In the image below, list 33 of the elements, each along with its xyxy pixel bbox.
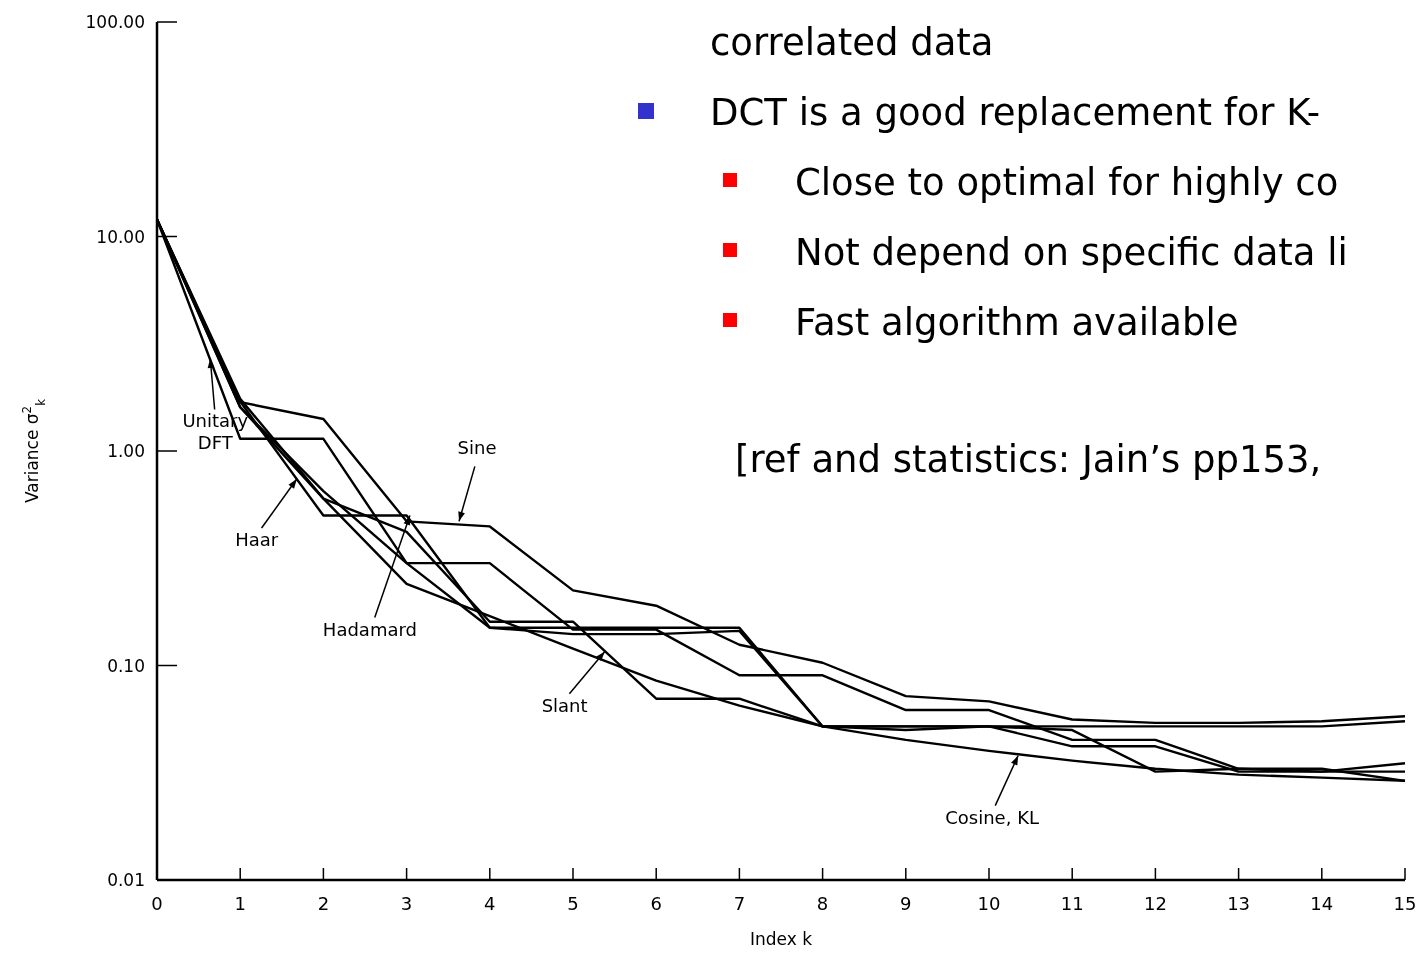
x-tick-label: 9 (900, 893, 912, 914)
x-tick-label: 3 (400, 893, 413, 914)
x-tick-label: 1 (234, 893, 246, 914)
annotation: Fast algorithm available (795, 301, 1239, 344)
x-tick-label: 11 (1060, 893, 1084, 914)
annotation: Sine (457, 437, 497, 459)
y-tick-label: 0.10 (107, 655, 145, 676)
x-tick-label: 6 (650, 893, 662, 914)
y-tick-label: 0.01 (107, 870, 145, 890)
y-tick-label: 1.00 (107, 441, 145, 461)
annotation: correlated data (710, 21, 994, 64)
y-tick-label: 100.00 (85, 12, 145, 32)
annotation: Hadamard (322, 618, 417, 640)
x-tick-label: 4 (484, 893, 496, 914)
x-tick-label: 2 (317, 893, 330, 914)
annotation: Not depend on specific data li (795, 231, 1348, 274)
annotation: Close to optimal for highly co (795, 161, 1339, 204)
x-tick-label: 13 (1227, 893, 1251, 914)
x-tick-label: 8 (816, 893, 829, 914)
x-tick-label: 0 (151, 893, 163, 914)
x-tick-label: 14 (1310, 893, 1334, 914)
x-tick-label: 7 (733, 893, 746, 914)
annotation: Haar (235, 529, 279, 551)
annotation: DCT is a good replacement for K- (710, 91, 1321, 134)
x-tick-label: 15 (1393, 893, 1417, 914)
annotation: Cosine, KL (945, 806, 1039, 828)
annotation: [ref and statistics: Jain’s pp153, (735, 438, 1322, 481)
annotation: Slant (541, 694, 588, 716)
x-tick-label: 5 (567, 893, 579, 914)
x-tick-label: 10 (977, 893, 1001, 914)
x-tick-label: 12 (1143, 893, 1167, 914)
y-tick-label: 10.00 (96, 226, 145, 247)
x-axis-title: Index k (749, 929, 813, 949)
